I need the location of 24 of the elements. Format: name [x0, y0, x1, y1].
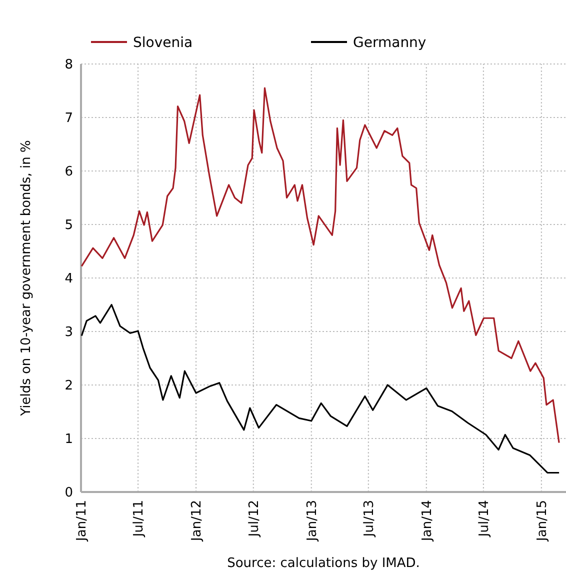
- y-tick-label: 5: [64, 218, 73, 234]
- x-tick-label: Jan/14: [420, 500, 435, 542]
- legend-label: Slovenia: [133, 34, 193, 51]
- x-tick-label: Jan/12: [190, 500, 205, 542]
- y-tick-label: 2: [64, 378, 73, 394]
- y-tick-label: 0: [64, 486, 73, 501]
- x-tick-label: Jul/11: [132, 500, 147, 538]
- x-tick-label: Jan/15: [534, 500, 550, 542]
- y-tick-label: 6: [64, 164, 73, 180]
- line-series: [80, 87, 560, 444]
- y-tick-label: 3: [64, 325, 73, 340]
- x-tick-label: Jul/12: [246, 500, 262, 538]
- x-tick-label: Jan/13: [304, 500, 320, 542]
- y-tick-label: 8: [64, 58, 73, 73]
- y-tick-label: 4: [64, 272, 73, 287]
- x-tick-label: Jul/14: [476, 500, 492, 538]
- line-series: [80, 304, 560, 474]
- legend-label: Germanny: [353, 34, 426, 51]
- x-tick-label: Jan/11: [74, 500, 90, 542]
- y-tick-label: 1: [64, 432, 73, 448]
- y-tick-label: 7: [64, 111, 73, 126]
- source-note: Source: calculations by IMAD.: [227, 556, 420, 571]
- y-axis-title: Yields on 10-year government bonds, in %: [19, 140, 34, 417]
- x-tick-label: Jul/13: [362, 500, 377, 538]
